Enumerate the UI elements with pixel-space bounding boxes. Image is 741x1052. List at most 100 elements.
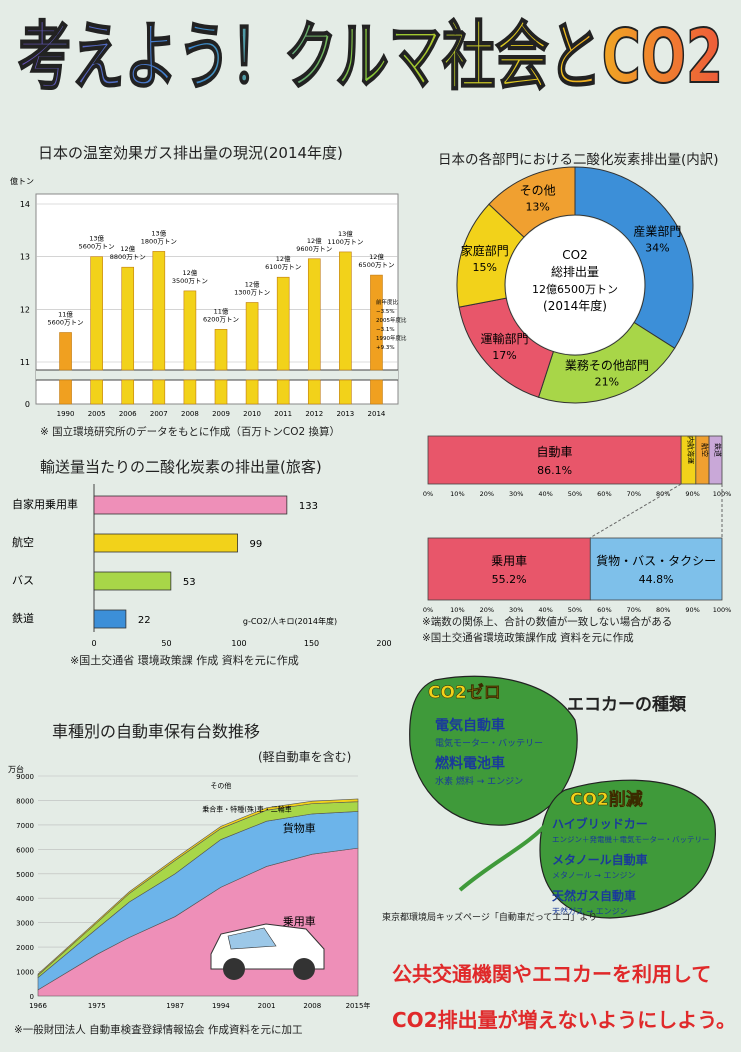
donut-center-text: 総排出量 <box>551 265 599 279</box>
chart1-side-note: 前年度比 <box>376 298 399 306</box>
chart1-ytick: 13 <box>20 253 30 262</box>
transport-xtick: 10% <box>450 490 464 498</box>
chart1-bar-base <box>370 379 383 405</box>
transport-segment <box>427 537 591 601</box>
chart1-bar <box>59 332 72 371</box>
donut-slice <box>488 166 576 238</box>
chart1-xtick: 1990 <box>57 410 75 418</box>
chart1-bar <box>370 274 383 371</box>
chart1-xtick: 2014 <box>368 410 386 418</box>
chart1-xtick: 2005 <box>88 410 106 418</box>
donut-slice-label: 産業部門 <box>633 224 681 239</box>
donut-slice-label: 家庭部門 <box>461 243 509 258</box>
transport-segment-label: 自動車 <box>537 445 573 459</box>
donut-center-text: CO2 <box>562 248 587 262</box>
chart1-value-label: 13億 <box>89 234 104 243</box>
chart1-value-label: 6100万トン <box>265 263 301 271</box>
chart5-ytick: 3000 <box>16 920 34 928</box>
chart4-xtick: 200 <box>376 639 391 648</box>
chart4-xtick: 0 <box>91 639 96 648</box>
chart1-value-label: 12億 <box>120 244 135 253</box>
chart1-ylabel: 億トン <box>10 176 34 186</box>
chart2-title: 日本の各部門における二酸化炭素排出量(内訳) <box>438 152 719 168</box>
reduce-item-hybrid: ハイブリッドカー <box>552 816 648 831</box>
chart5-source: ※一般財団法人 自動車検査登録情報協会 作成資料を元に加工 <box>14 1024 303 1036</box>
donut-slice-label: その他 <box>520 184 556 198</box>
chart5-xtick: 1987 <box>166 1002 184 1010</box>
closing-line-2: CO2排出量が増えないようにしよう。 <box>392 1008 736 1032</box>
chart4-value: 22 <box>138 615 151 626</box>
chart1-bar-base <box>245 379 259 405</box>
chart1-value-label: 9600万トン <box>296 245 332 253</box>
chart1-value-label: 8800万トン <box>110 253 146 261</box>
chart1-xtick: 2013 <box>336 410 354 418</box>
chart1-value-label: 12億 <box>307 236 322 245</box>
chart5-ytick: 9000 <box>16 773 34 781</box>
donut-slice-label: 業務その他部門 <box>565 357 649 372</box>
transport-segment-label: 航空 <box>700 443 709 457</box>
chart1-value-label: 13億 <box>151 228 166 237</box>
chart1-value-label: 12億 <box>245 279 260 288</box>
chart3-note2: ※国土交通省環境政策課作成 資料を元に作成 <box>422 632 634 644</box>
clover-leaf-zero <box>409 675 578 826</box>
vehicle-ownership-area-chart: 万台 0 1000 2000 3000 4000 5000 6000 7000 8000 9000 乗… <box>8 764 370 1010</box>
emissions-bar-chart: 億トン14131211011億5600万トン199013億5600万トン2005… <box>10 176 407 418</box>
chart4-bar <box>93 495 288 515</box>
reduce-item-methanol: メタノール自動車 <box>552 852 648 867</box>
transport-segment-label: 乗用車 <box>491 554 527 568</box>
transport-xtick: 0% <box>423 606 433 614</box>
chart5-xtick: 1975 <box>88 1002 106 1010</box>
chart4-title: 輸送量当たりの二酸化炭素の排出量(旅客) <box>40 458 322 476</box>
chart5-subtitle: (軽自動車を含む) <box>258 750 352 764</box>
transport-segment-pct: 44.8% <box>639 573 674 586</box>
chart5-ytick: 7000 <box>16 822 34 830</box>
donut-center-text: 12億6500万トン <box>532 283 618 296</box>
chart4-category: 航空 <box>12 535 34 549</box>
chart1-side-note: 2005年度比 <box>376 316 407 324</box>
chart1-value-label: 5600万トン <box>79 243 115 251</box>
chart1-value-label: 12億 <box>183 268 198 277</box>
passenger-co2-bar-chart: 自家用乗用車 133 航空 99 バス 53 鉄道 22 0 50 100 150 200 g-CO2/人… <box>12 484 392 648</box>
transport-xtick: 50% <box>568 490 582 498</box>
transport-xtick: 70% <box>627 490 641 498</box>
chart3-note1: ※端数の関係上、合計の数値が一致しない場合がある <box>422 616 673 628</box>
chart4-value: 53 <box>183 577 196 588</box>
chart1-xtick: 2006 <box>119 410 137 418</box>
chart4-value: 133 <box>299 501 318 512</box>
transport-xtick: 80% <box>656 490 670 498</box>
transport-xtick: 0% <box>423 490 433 498</box>
chart1-value-label: 3500万トン <box>172 277 208 285</box>
chart5-xtick: 2015年 <box>346 1001 370 1010</box>
chart1-value-label: 6500万トン <box>358 261 394 269</box>
chart1-bar-base <box>59 379 72 405</box>
chart1-side-note: −3.1% <box>376 327 395 333</box>
chart4-category: 自家用乗用車 <box>12 497 78 511</box>
chart1-bar <box>152 251 166 371</box>
transport-segment-label: 内航海運 <box>686 436 695 464</box>
co2-zero-badge: CO2ゼロ <box>428 682 501 703</box>
transport-xtick: 40% <box>538 606 552 614</box>
transport-xtick: 30% <box>509 490 523 498</box>
clover-stem <box>458 818 552 892</box>
transport-xtick: 100% <box>713 606 732 614</box>
chart4-value: 99 <box>250 539 263 550</box>
chart5-ytick: 2000 <box>16 944 34 952</box>
chart5-ytick: 0 <box>30 993 34 1001</box>
chart1-value-label: 5600万トン <box>48 319 84 327</box>
chart1-bar <box>307 258 321 371</box>
chart5-ylabel: 万台 <box>8 764 24 774</box>
transport-xtick: 80% <box>656 606 670 614</box>
transport-xtick: 30% <box>509 606 523 614</box>
chart1-title: 日本の温室効果ガス排出量の現況(2014年度) <box>38 144 343 162</box>
transport-segment <box>589 537 723 601</box>
chart4-bar <box>93 571 172 591</box>
chart4-xtick: 150 <box>304 639 319 648</box>
transport-xtick: 60% <box>597 490 611 498</box>
reduce-item-cng: 天然ガス自動車 <box>552 888 636 903</box>
chart1-side-note: −3.5% <box>376 309 395 315</box>
chart1-bar-base <box>90 379 103 405</box>
chart1-ytick: 12 <box>20 305 30 314</box>
transport-xtick: 20% <box>480 490 494 498</box>
chart4-category: 鉄道 <box>12 611 34 625</box>
chart5-title: 車種別の自動車保有台数推移 <box>52 722 261 741</box>
